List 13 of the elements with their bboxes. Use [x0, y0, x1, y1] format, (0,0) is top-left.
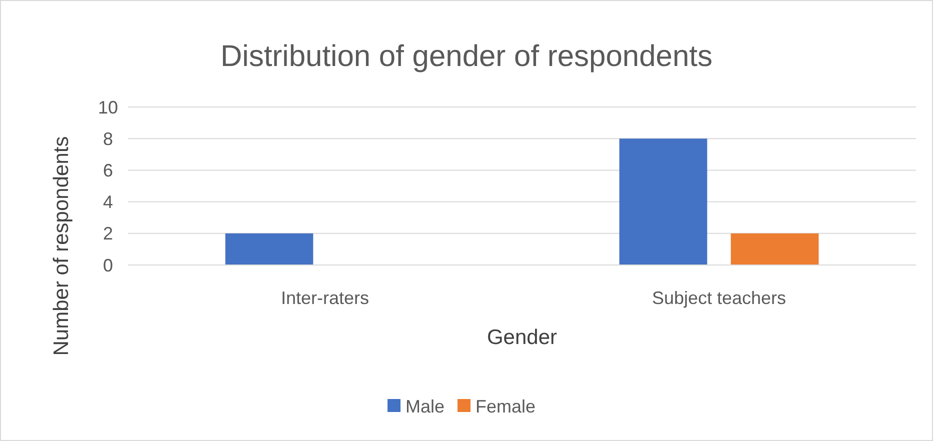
x-axis-title: Gender	[486, 326, 558, 349]
y-axis-title: Number of respondents	[50, 136, 73, 356]
y-tick-label: 8	[102, 128, 114, 149]
chart-title: Distribution of gender of respondents	[220, 40, 712, 73]
legend-label: Female	[476, 396, 536, 416]
x-tick-label: Inter-raters	[280, 288, 370, 308]
y-tick-label: 10	[98, 97, 118, 118]
legend-label: Male	[406, 396, 445, 416]
y-tick-label: 2	[102, 224, 114, 244]
y-tick-label: 0	[102, 255, 114, 276]
y-tick-label: 6	[102, 160, 114, 180]
x-tick-label: Subject teachers	[652, 288, 786, 308]
y-tick-label: 4	[102, 192, 114, 212]
